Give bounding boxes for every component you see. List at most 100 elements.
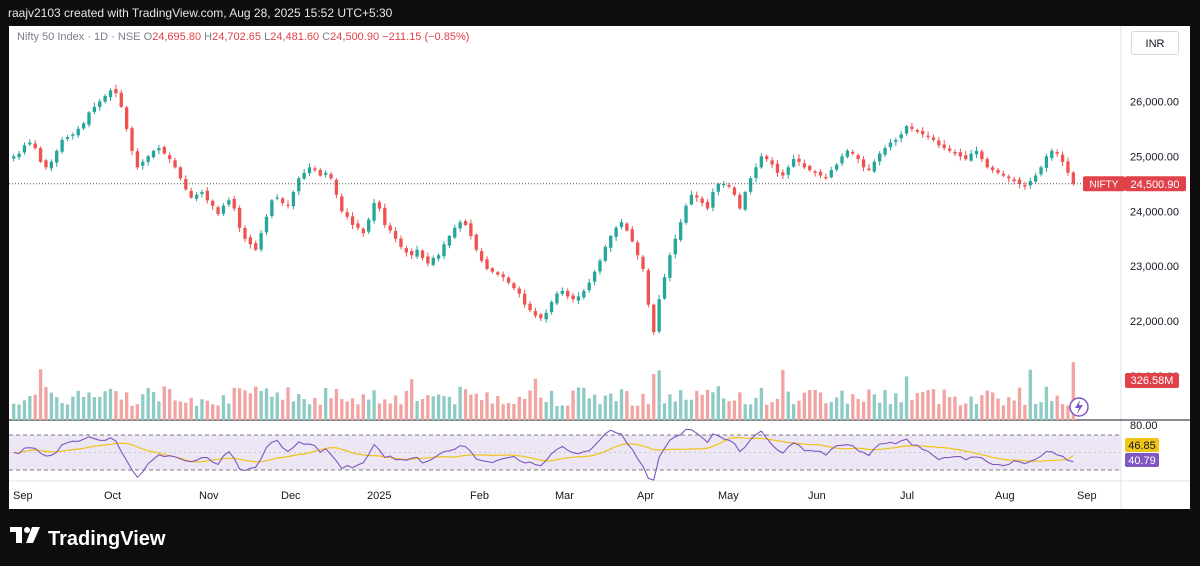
candle-body [323,172,328,175]
price-tick-label: 23,000.00 [1130,261,1179,273]
volume-bar [947,397,952,420]
candle-body [184,178,188,190]
volume-bar [124,392,129,420]
price-chart[interactable]: 26,000.00 25,000.00 24,000.00 23,000.00 22,0… [9,26,1190,509]
candle-body [356,223,360,228]
volume-bar [802,392,807,420]
candle-body [512,283,516,289]
candle-body [1060,154,1065,162]
volume-bar [98,396,102,420]
volume-bar [157,401,161,420]
volume-bar [926,390,930,420]
currency-button[interactable]: INR [1131,31,1179,55]
tradingview-brand[interactable]: TradingView [10,525,165,553]
volume-bar [151,391,156,420]
high-key: H [204,31,213,43]
candle-body [765,156,769,160]
volume-bar [829,401,833,420]
volume-bar [200,399,204,420]
candle-body [168,155,172,160]
volume-bar [415,401,419,420]
volume-bar [307,404,312,420]
candle-body [205,190,209,201]
volume-bar [523,398,527,420]
volume-bar [894,393,898,420]
volume-bar [1033,403,1038,420]
candle-body [996,169,1000,173]
candle-body [883,148,887,155]
volume-bar [275,392,279,420]
candle-body [350,216,355,225]
rsi-tag-value: 40.79 [1128,455,1156,467]
time-axis-label: Sep [13,490,33,502]
volume-bar [587,398,591,420]
open-value: 24,695.80 [152,31,202,43]
volume-bar [856,398,860,420]
candle-body [12,156,16,159]
candle-body [463,221,468,225]
candle-body [141,161,145,166]
candle-body [695,195,699,198]
volume-bar [490,403,495,420]
volume-bar [318,404,322,420]
candle-body [926,135,930,138]
volume-bar [635,405,640,420]
candle-body [813,171,817,173]
low-value: 24,481.60 [270,31,320,43]
candle-body [856,155,860,160]
volume-bar [592,394,597,420]
volume-bar [399,404,403,420]
candle-body [415,249,419,257]
volume-bar [921,392,925,420]
time-axis-label: Sep [1077,490,1097,502]
volume-bar [270,396,274,420]
alert-lightning-icon[interactable] [1069,397,1089,417]
candle-body [700,198,704,204]
candle-body [571,295,575,300]
volume-bar [76,390,80,420]
volume-bar [410,379,414,420]
volume-bar [571,390,575,420]
volume-bar [705,389,710,420]
volume-bar [1028,369,1032,420]
volume-bar [1039,402,1043,420]
candle-body [517,288,521,294]
candle-body [630,229,634,242]
symbol-title: Nifty 50 Index · 1D · NSE [17,31,141,43]
volume-bar [216,405,220,420]
volume-bar [453,404,457,420]
candle-body [662,277,667,299]
candle-body [33,143,37,149]
volume-bar [372,390,376,420]
candle-body [829,170,833,178]
volume-bar [748,404,753,420]
time-axis-label: Nov [199,490,219,502]
candle-body [420,250,425,258]
candle-body [286,204,290,206]
volume-bar [711,392,715,420]
candle-body [469,223,473,236]
candle-body [711,192,715,208]
volume-bar [625,391,629,420]
volume-bar [44,386,48,420]
volume-bar [888,404,893,420]
volume-bar [108,388,113,420]
tradingview-logo-icon [10,527,40,551]
volume-bar [899,402,903,420]
volume-bar [619,389,624,420]
volume-bar [985,390,989,420]
price-tick-label: 26,000.00 [1130,96,1179,108]
volume-bar [732,400,737,420]
candle-body [953,151,957,154]
volume-bar [463,389,468,420]
time-axis-label: Apr [637,490,654,502]
volume-bar [248,393,253,420]
price-tick-label: 24,000.00 [1130,206,1179,218]
chart-frame[interactable]: Nifty 50 Index · 1D · NSE O24,695.80 H24… [9,26,1190,509]
volume-bar [845,403,850,420]
candle-body [393,230,398,239]
volume-bar [17,404,21,420]
candle-body [103,95,107,102]
candle-body [426,256,430,264]
candle-body [442,244,446,257]
